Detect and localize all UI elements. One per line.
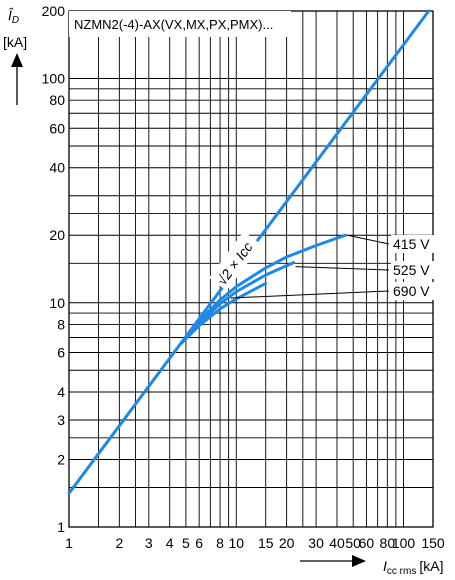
x-tick-label: 50 (345, 535, 361, 551)
y-tick-label: 4 (57, 384, 65, 400)
x-axis-symbol: I (383, 558, 387, 574)
y-tick-label: 200 (42, 3, 66, 19)
annotation-background (391, 261, 435, 279)
annotation-label: 525 V (393, 262, 430, 278)
x-tick-label: 20 (279, 535, 295, 551)
series-line-1 (179, 233, 347, 345)
x-axis-label: Icc rms [kA] (383, 558, 443, 577)
annotation-leader (295, 266, 390, 271)
y-axis-label: ÎD (8, 7, 19, 26)
y-tick-label: 20 (49, 227, 65, 243)
annotation-leader (347, 234, 390, 245)
y-tick-label: 100 (42, 71, 66, 87)
annotation-label: 415 V (393, 236, 430, 252)
y-axis-subscript: D (12, 15, 19, 26)
x-tick-label: 40 (329, 535, 345, 551)
chart-title: NZMN2(-4)-AX(VX,MX,PX,PMX)... (74, 17, 273, 32)
x-tick-label: 4 (166, 535, 174, 551)
x-tick-label: 15 (258, 535, 274, 551)
annotations: 415 V 525 V 690 V (230, 234, 435, 300)
x-tick-label: 8 (216, 535, 224, 551)
annotation-label: 690 V (393, 283, 430, 299)
y-tick-label: 80 (49, 92, 65, 108)
x-tick-label: 3 (145, 535, 153, 551)
title-background (69, 11, 291, 37)
annotation-background (391, 235, 435, 253)
x-axis-subscript: cc rms (387, 566, 416, 577)
y-tick-label: 3 (57, 412, 65, 428)
y-axis-arrow-head (11, 53, 23, 67)
series-line-3 (179, 281, 268, 345)
y-tick-label: 6 (57, 345, 65, 361)
series-label-background (209, 231, 262, 291)
x-tick-label: 80 (380, 535, 396, 551)
x-tick-label: 150 (421, 535, 445, 551)
x-axis-unit: [kA] (419, 558, 443, 574)
y-axis-symbol: Î (8, 7, 14, 23)
y-tick-label: 8 (57, 316, 65, 332)
x-tick-label: 60 (359, 535, 375, 551)
annotation-leader (230, 290, 390, 299)
x-tick-label: 30 (308, 535, 324, 551)
x-axis-arrow-head (352, 555, 366, 567)
series-curves: √2 × Icc (67, 9, 431, 495)
y-tick-label: 40 (49, 160, 65, 176)
x-tick-label: 10 (228, 535, 244, 551)
x-tick-label: 100 (392, 535, 416, 551)
x-tick-label: 1 (65, 535, 73, 551)
y-tick-label: 10 (49, 295, 65, 311)
y-tick-label: 1 (57, 519, 65, 535)
x-tick-label: 2 (115, 535, 123, 551)
y-tick-label: 60 (49, 120, 65, 136)
y-tick-label: 2 (57, 451, 65, 467)
y-axis-unit: [kA] (3, 34, 27, 50)
x-tick-label: 5 (182, 535, 190, 551)
grid (68, 10, 434, 528)
annotation-background (391, 282, 435, 300)
x-tick-label: 6 (195, 535, 203, 551)
